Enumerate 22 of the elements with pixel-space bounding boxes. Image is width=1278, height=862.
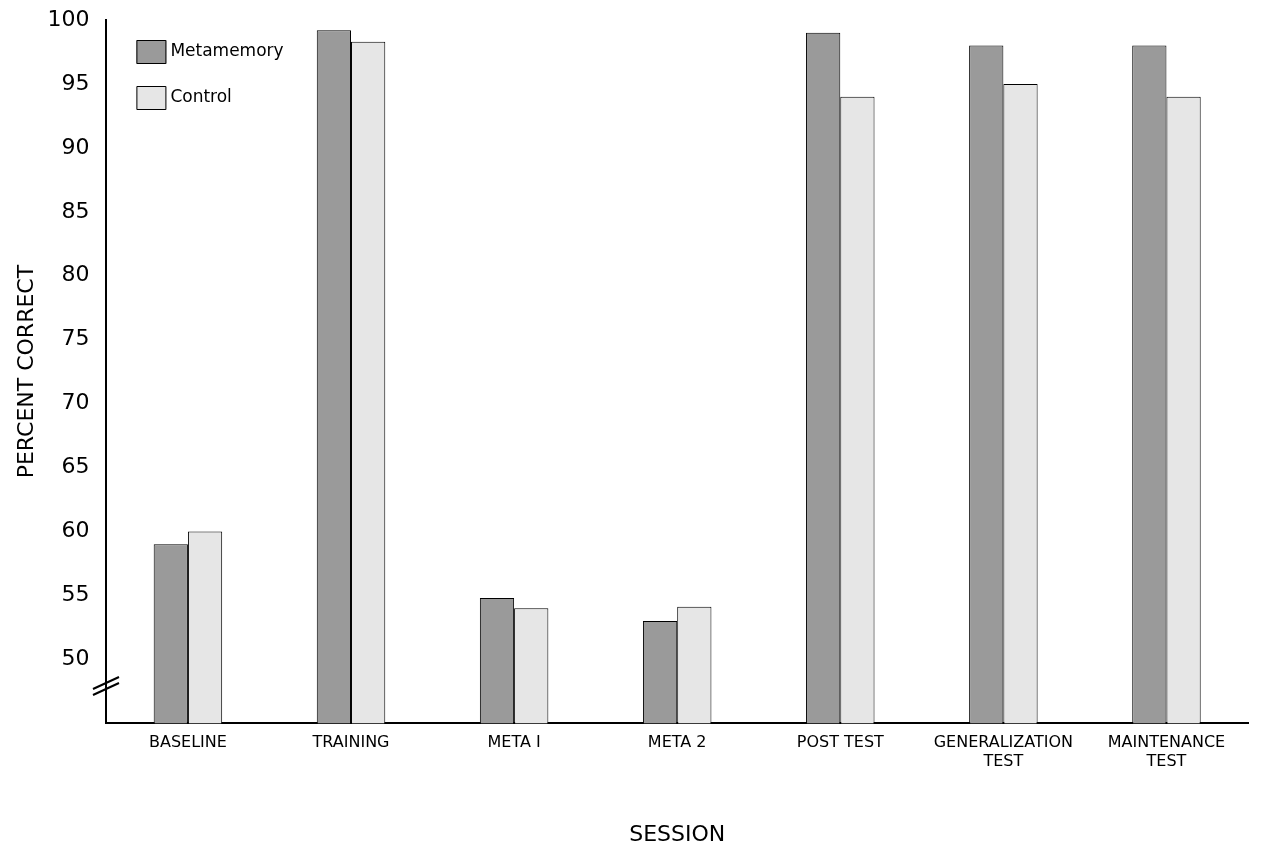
y-tick-label: 90 <box>61 133 90 159</box>
y-tick-label: 55 <box>61 581 90 607</box>
y-tick-label: 75 <box>61 325 90 351</box>
y-tick-label: 95 <box>61 69 90 95</box>
legend-label: Control <box>170 86 232 107</box>
x-tick-label: MAINTENANCE TEST <box>1107 731 1226 771</box>
y-tick-label: 65 <box>61 453 90 479</box>
x-tick-label: META 2 <box>647 731 707 751</box>
y-tick-label: 80 <box>61 261 90 287</box>
y-tick-label: 100 <box>47 5 90 31</box>
y-tick-label: 50 <box>61 644 90 670</box>
y-tick-label: 85 <box>61 197 90 223</box>
x-axis-title: SESSION <box>629 820 726 846</box>
y-axis-title: PERCENT CORRECT <box>12 264 38 479</box>
x-tick-label: TRAINING <box>311 731 390 751</box>
y-tick-label: 70 <box>61 389 90 415</box>
x-tick-label: POST TEST <box>796 731 885 751</box>
x-tick-label: GENERALIZATION TEST <box>933 731 1074 771</box>
y-tick-label: 60 <box>61 517 90 543</box>
legend-label: Metamemory <box>170 40 284 61</box>
x-tick-label: META I <box>487 731 541 751</box>
x-tick-label: BASELINE <box>148 731 227 751</box>
